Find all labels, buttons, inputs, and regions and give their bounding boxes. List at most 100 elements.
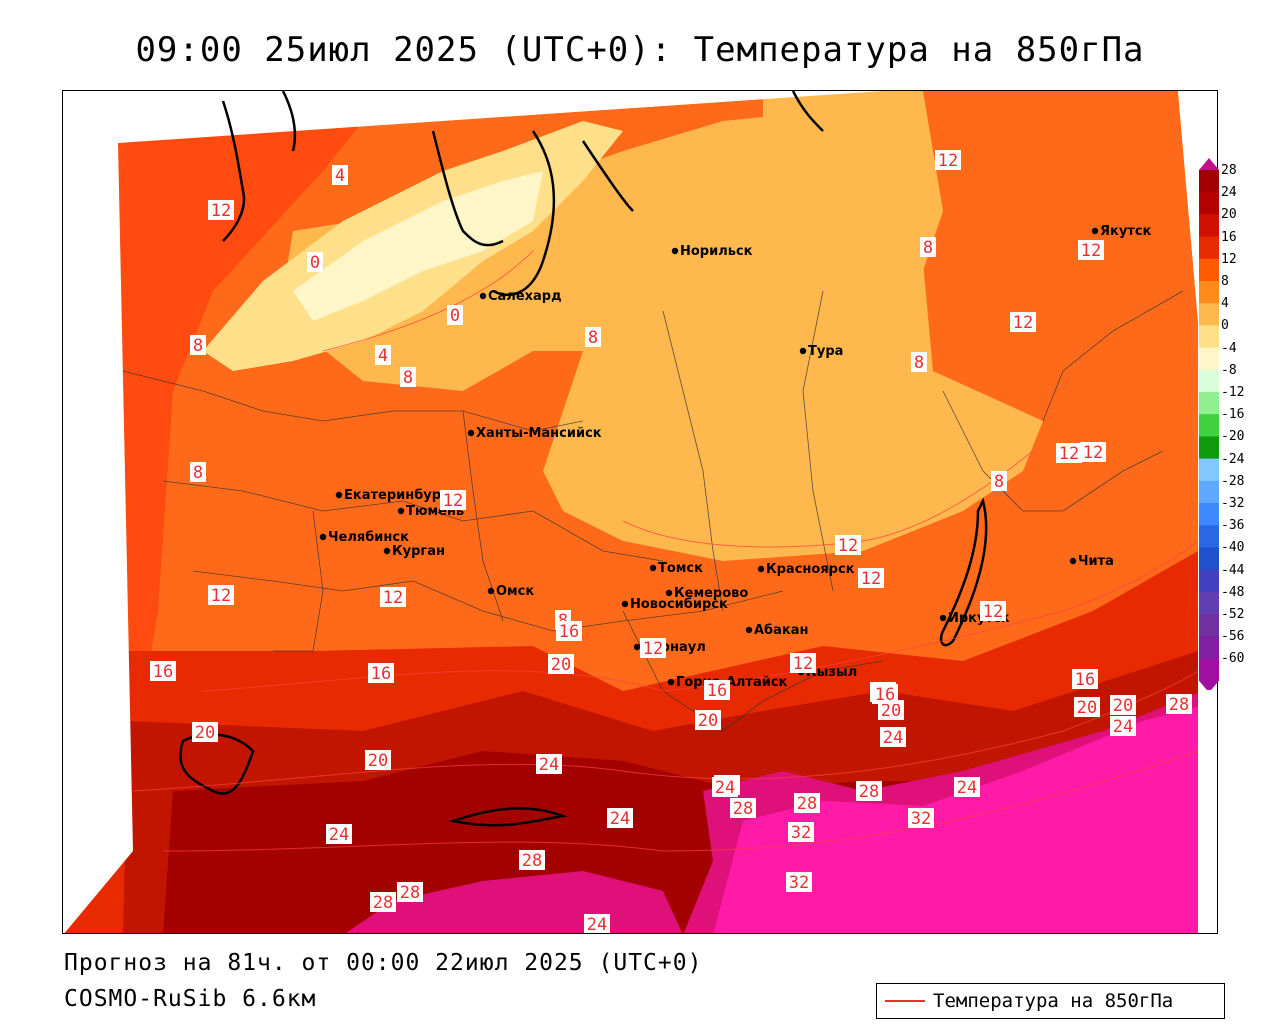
- contour-label: 24: [954, 777, 980, 798]
- city-dot: [467, 429, 475, 437]
- city-2: Норильск: [671, 244, 753, 259]
- forecast-info: Прогноз на 81ч. от 00:00 22июл 2025 (UTC…: [64, 950, 703, 976]
- city-label: Новосибирск: [630, 597, 728, 612]
- city-dot: [335, 491, 343, 499]
- colorbar-swatch: [1199, 258, 1219, 282]
- svg-text:20: 20: [551, 655, 571, 675]
- svg-text:20: 20: [1113, 696, 1133, 716]
- colorbar-swatch: [1199, 369, 1219, 393]
- colorbar-swatch: [1199, 658, 1219, 682]
- svg-text:28: 28: [733, 799, 753, 819]
- city-12: Томск: [649, 561, 703, 576]
- contour-label: 12: [1010, 312, 1036, 333]
- svg-text:8: 8: [193, 463, 203, 483]
- svg-text:12: 12: [211, 201, 231, 221]
- colorbar-tick-label: 12: [1221, 251, 1237, 267]
- colorbar-tick-label: -48: [1221, 584, 1245, 600]
- model-name: COSMO-RuSib 6.6км: [64, 986, 317, 1012]
- svg-text:20: 20: [1077, 698, 1097, 718]
- colorbar-tick-label: -4: [1221, 340, 1237, 356]
- city-label: Кемерово: [674, 586, 748, 601]
- contour-label: 12: [935, 150, 961, 171]
- svg-text:32: 32: [789, 873, 809, 893]
- contour-label: 20: [548, 654, 574, 675]
- svg-text:12: 12: [643, 639, 663, 659]
- svg-text:28: 28: [400, 883, 420, 903]
- svg-text:8: 8: [994, 472, 1004, 492]
- colorbar-tick-label: -44: [1221, 562, 1245, 578]
- svg-text:24: 24: [539, 755, 559, 775]
- colorbar-tick-label: -32: [1221, 496, 1245, 511]
- svg-text:12: 12: [793, 654, 813, 674]
- svg-text:24: 24: [957, 778, 977, 798]
- city-6: Екатеринбург: [335, 488, 448, 503]
- colorbar-tick-label: -20: [1221, 429, 1245, 445]
- colorbar-swatch: [1199, 436, 1219, 460]
- city-label: Екатеринбург: [344, 488, 448, 503]
- contour-label: 20: [365, 750, 391, 771]
- colorbar-tick-label: 0: [1221, 318, 1229, 334]
- contour-label: 8: [991, 471, 1007, 492]
- city-dot: [383, 547, 391, 555]
- admin-borders: [122, 290, 1184, 732]
- svg-text:0: 0: [310, 253, 320, 273]
- colorbar-swatch: [1199, 569, 1219, 593]
- city-17: Горно-Алтайск: [667, 675, 788, 690]
- colorbar-tick-label: 24: [1221, 185, 1237, 201]
- city-label: Омск: [496, 584, 534, 599]
- city-dot: [939, 614, 947, 622]
- city-10: Омск: [487, 584, 534, 599]
- coastlines: [179, 91, 988, 827]
- svg-text:4: 4: [378, 346, 388, 366]
- svg-text:28: 28: [1169, 695, 1189, 715]
- contour-label: 12: [980, 601, 1006, 622]
- contour-label-layer: 1212812121212888888004412121212812121616…: [150, 150, 1192, 933]
- colorbar-swatch: [1199, 303, 1219, 326]
- contour-label: 16: [150, 661, 176, 682]
- city-dot: [799, 347, 807, 355]
- svg-text:32: 32: [791, 823, 811, 843]
- temperature-map[interactable]: Салехард Норильск Якутск Тура Ханты-Мансийск…: [62, 90, 1218, 934]
- contour-label: 4: [332, 165, 348, 186]
- svg-text:20: 20: [698, 711, 718, 731]
- contour-label: 16: [556, 621, 582, 642]
- city-dot: [487, 587, 495, 595]
- svg-text:12: 12: [938, 151, 958, 171]
- colorbar-swatch: [1199, 503, 1219, 526]
- colorbar-tick-label: -56: [1221, 629, 1245, 645]
- svg-text:8: 8: [588, 328, 598, 348]
- colorbar-tick-label: 4: [1221, 296, 1229, 312]
- contour-label: 24: [1110, 716, 1136, 737]
- city-5: Ханты-Мансийск: [467, 426, 602, 441]
- map-title: 09:00 25июл 2025 (UTC+0): Температура на…: [135, 30, 1145, 70]
- svg-text:12: 12: [983, 602, 1003, 622]
- contour-label: 28: [794, 793, 820, 814]
- svg-text:12: 12: [838, 536, 858, 556]
- contour-label: 20: [695, 710, 721, 731]
- svg-text:12: 12: [1059, 444, 1079, 464]
- contour-label: 8: [920, 237, 936, 258]
- contour-label: 4: [375, 345, 391, 366]
- svg-text:24: 24: [329, 825, 349, 845]
- colorbar-swatch: [1199, 281, 1219, 304]
- colorbar-tick-label: -12: [1221, 385, 1245, 400]
- colorbar-tick-label: -8: [1221, 362, 1237, 378]
- zone-0-northwest: [293, 171, 543, 321]
- colorbar-tick-label: -36: [1221, 518, 1245, 534]
- contour-label: 24: [326, 824, 352, 845]
- svg-text:28: 28: [373, 893, 393, 913]
- contour-label: 16: [704, 680, 730, 701]
- colorbar-tick-label: -60: [1221, 651, 1245, 667]
- contour-label: 12: [640, 638, 666, 659]
- colorbar-swatch: [1199, 214, 1219, 238]
- contour-label: 12: [858, 568, 884, 589]
- svg-text:8: 8: [914, 353, 924, 373]
- colorbar-swatch: [1199, 614, 1219, 637]
- svg-text:20: 20: [881, 701, 901, 721]
- contour-label: 28: [730, 798, 756, 819]
- colorbar-tick-label: -52: [1221, 607, 1245, 622]
- svg-text:24: 24: [715, 778, 735, 798]
- city-label: Норильск: [680, 244, 753, 259]
- city-label: Томск: [658, 561, 703, 576]
- svg-text:20: 20: [368, 751, 388, 771]
